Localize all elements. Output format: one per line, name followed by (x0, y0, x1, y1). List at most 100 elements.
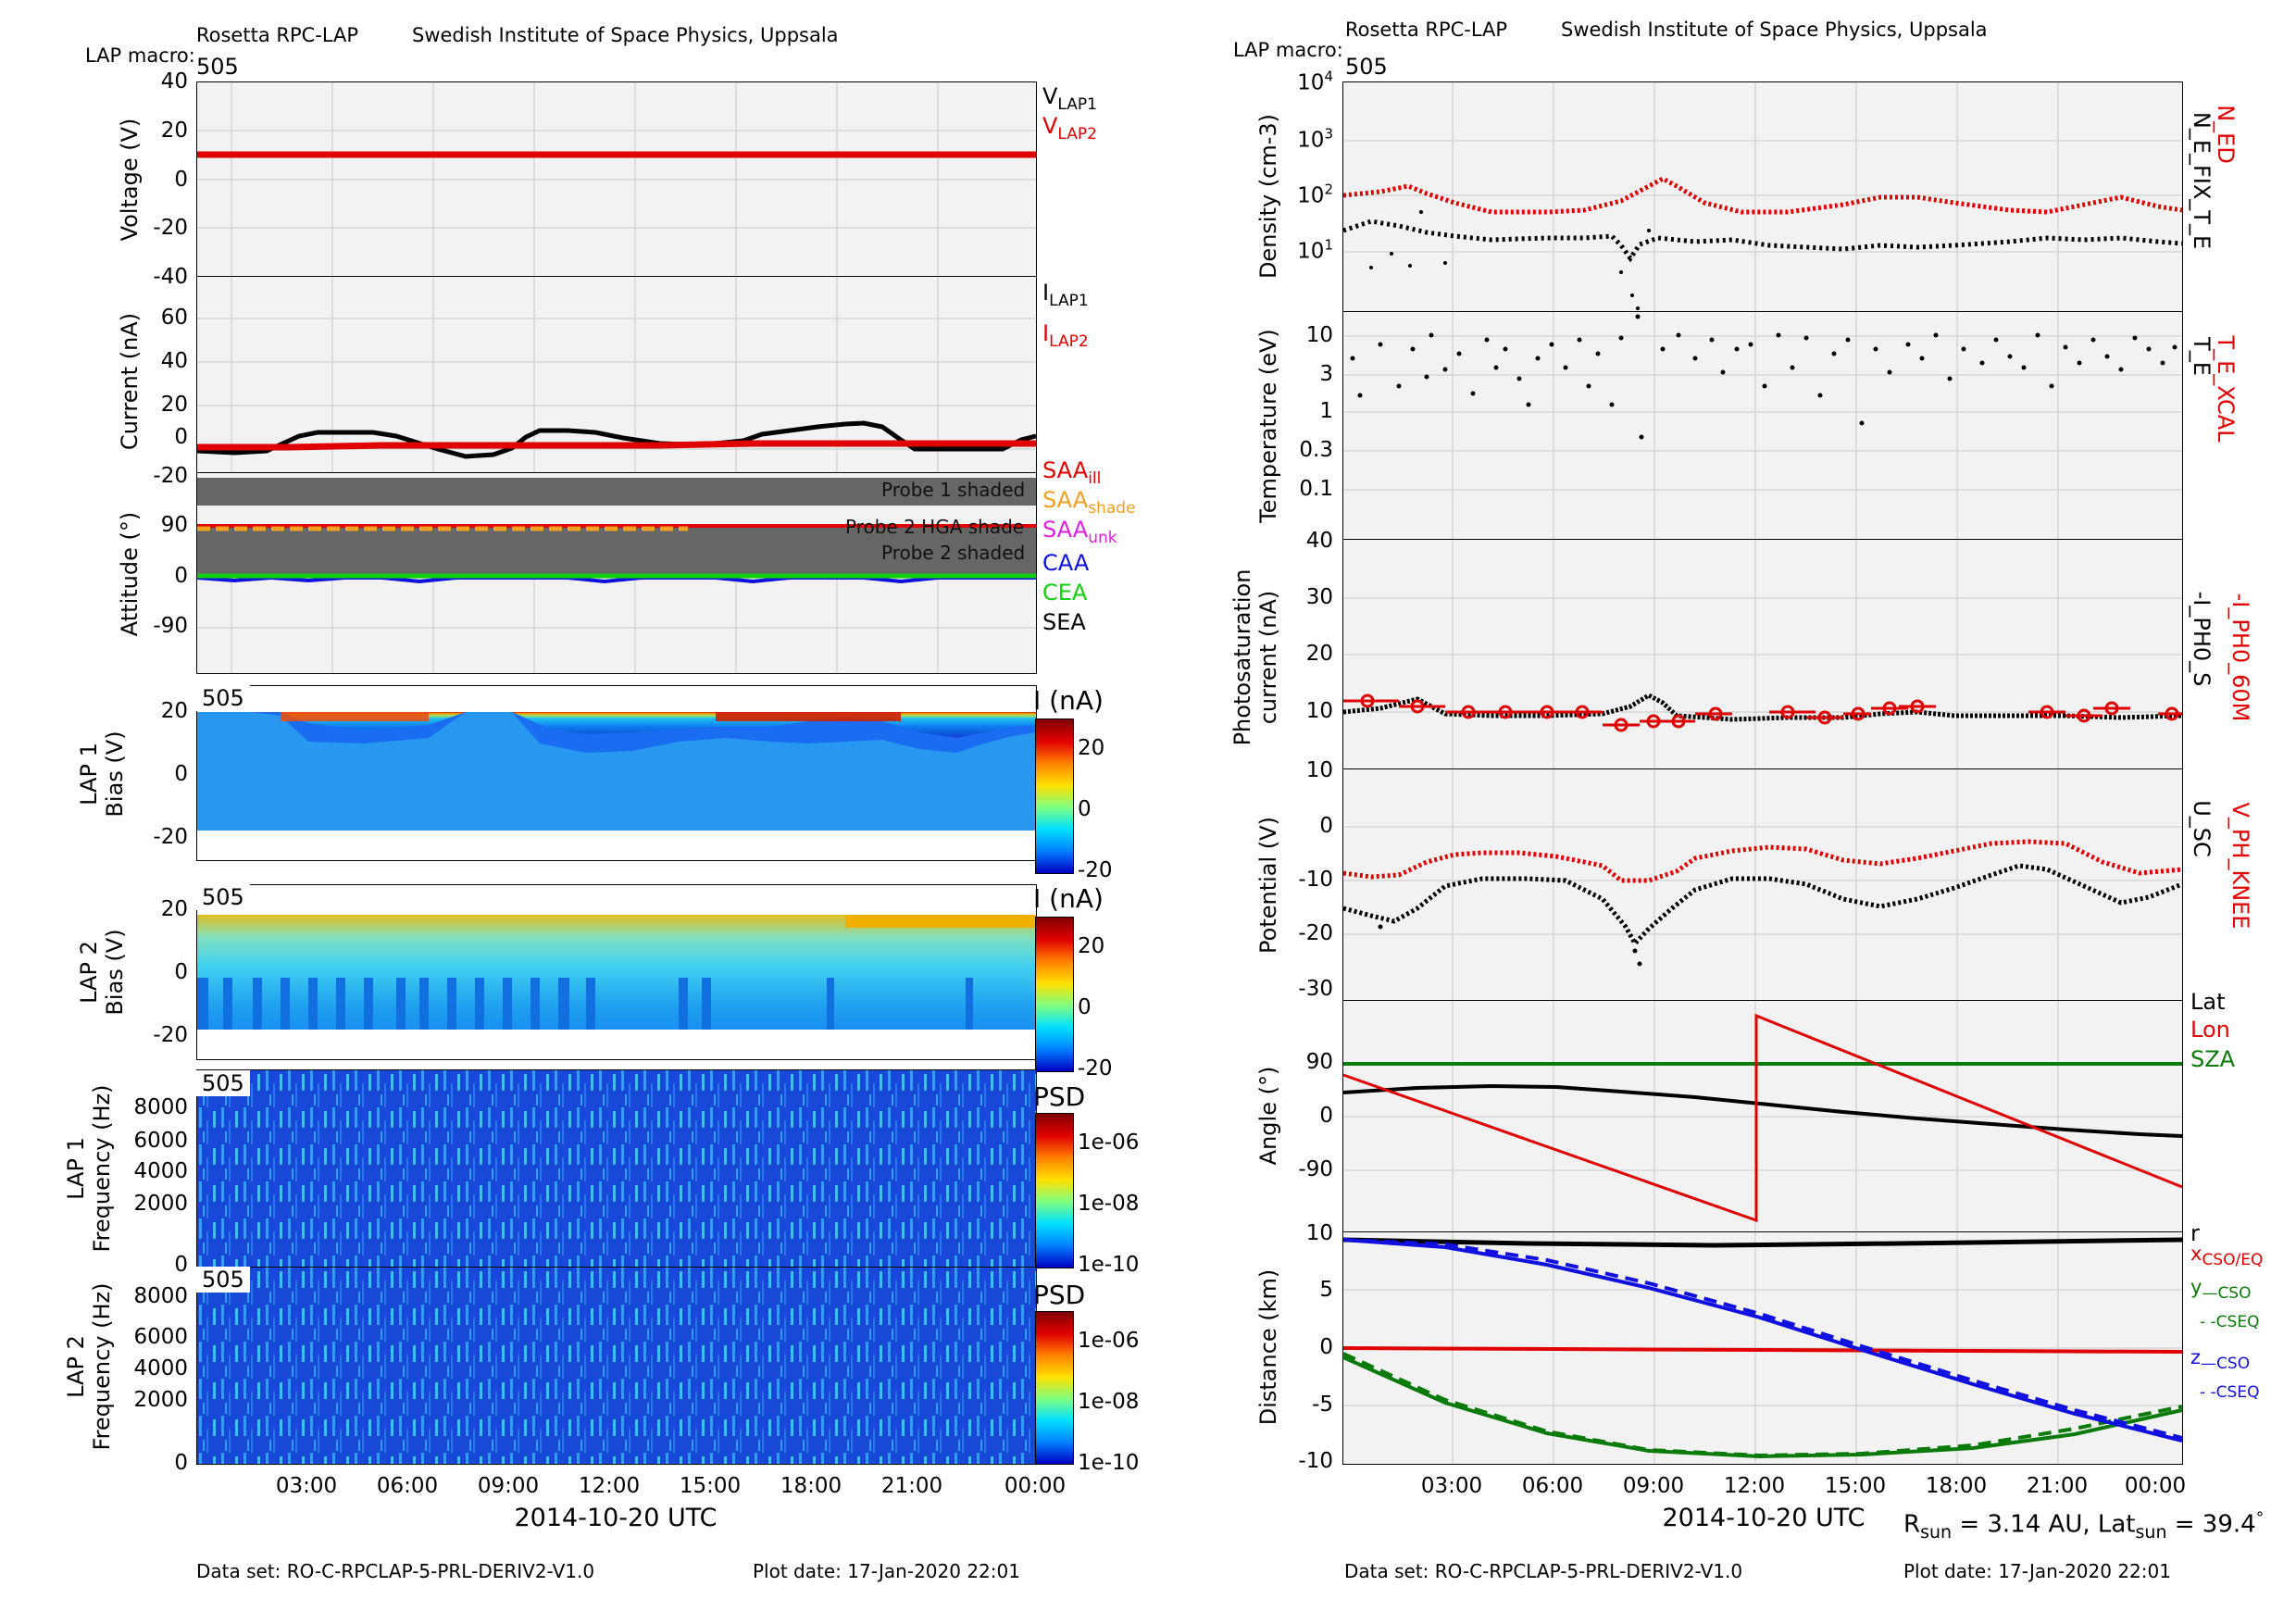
right-dataset: Data set: RO-C-RPCLAP-5-PRL-DERIV2-V1.0 (1344, 1560, 1743, 1582)
right-plot-date: Plot date: 17-Jan-2020 22:01 (1903, 1560, 2171, 1582)
current-plot (196, 277, 1037, 473)
angle-legend-sza: SZA (2190, 1046, 2236, 1072)
voltage-legend-v2: VLAP2 (1042, 113, 1097, 144)
photo-ytick: 20 (1305, 642, 1333, 666)
distance-panel (1342, 1231, 2183, 1465)
angle-legend-lat: Lat (2190, 989, 2226, 1015)
lap2-psd-cbar-title: PSD (1033, 1280, 1086, 1310)
lap2-bias-spectrogram (197, 915, 1036, 1059)
caa-line (196, 575, 1036, 584)
photo-ytick: 30 (1305, 585, 1333, 609)
legend-caa: CAA (1042, 550, 1090, 576)
voltage-ytick: 40 (160, 69, 188, 94)
te-scatter (1350, 314, 2177, 440)
distance-legend-y: y—CSO (2190, 1276, 2252, 1304)
attitude-ytick: 0 (174, 564, 188, 588)
photo-plot (1342, 540, 2183, 769)
voltage-ytick: -20 (153, 216, 188, 240)
right-xlabel: 2014-10-20 UTC (1662, 1504, 1866, 1532)
lap1-psd-cbar-title: PSD (1033, 1081, 1086, 1112)
lap1-bias-ytick: -20 (153, 825, 188, 849)
attitude-ylabel: Attitude (°) (117, 511, 143, 637)
current-ytick: 0 (174, 425, 188, 449)
voltage-panel (196, 81, 1037, 278)
current-panel (196, 276, 1037, 474)
legend-saa-unk: SAAunk (1042, 517, 1117, 547)
right-xtick: 15:00 (1824, 1474, 1887, 1498)
lap1-bias-ytick: 20 (160, 699, 188, 723)
temperature-ylabel: Temperature (eV) (1255, 329, 1281, 523)
temperature-rlabel-xcal: T_E_XCAL (2213, 335, 2239, 443)
institute-title-right: Swedish Institute of Space Physics, Upps… (1561, 19, 1988, 41)
potential-plot (1342, 769, 2183, 1001)
distance-legend-z: z—CSO (2190, 1346, 2251, 1374)
lap1-bias-panel (196, 685, 1037, 861)
lap2-psd-cbar-tick: 1e-08 (1078, 1390, 1140, 1414)
lap1-psd-ytick: 0 (174, 1253, 188, 1277)
angle-ytick: 0 (1319, 1104, 1333, 1128)
temperature-ytick: 0.3 (1299, 438, 1333, 462)
potential-ytick: 0 (1319, 814, 1333, 838)
voltage-ylabel: Voltage (V) (117, 118, 143, 242)
distance-ytick: 5 (1319, 1278, 1333, 1302)
legend-sea: SEA (1042, 609, 1086, 635)
distance-legend-z-cseq: - -CSEQ (2200, 1383, 2260, 1402)
left-xtick: 15:00 (679, 1474, 742, 1498)
lon-line (1342, 1013, 2183, 1223)
photo-ytick: 40 (1305, 529, 1333, 553)
lap2-bias-ytick: 20 (160, 897, 188, 921)
attitude-plot (196, 478, 1036, 673)
lap2-psd-colorbar (1035, 1311, 1074, 1465)
lap2-psd-ytick: 6000 (133, 1325, 188, 1349)
iph0-60m-series (1343, 693, 2182, 732)
current-ytick: 40 (160, 349, 188, 373)
legend-saa-ill: SAAill (1042, 457, 1102, 488)
distance-plot (1342, 1232, 2183, 1464)
potential-rlabel-usc: U_SC (2189, 800, 2215, 857)
legend-saa-shade: SAAshade (1042, 487, 1136, 518)
z-cso-line (1342, 1238, 2183, 1443)
right-xtick: 00:00 (2124, 1474, 2187, 1498)
lap2-bias-cbar-tick: -20 (1078, 1056, 1113, 1081)
distance-ytick: -5 (1312, 1393, 1333, 1417)
lap2-psd-macro: 505 (196, 1267, 250, 1293)
left-xtick: 00:00 (1004, 1474, 1067, 1498)
lap1-psd-ytick: 4000 (133, 1159, 188, 1183)
lap1-psd-cbar-tick: 1e-10 (1078, 1253, 1140, 1277)
lap1-bias-cbar-tick: -20 (1078, 858, 1113, 882)
density-rlabel-ned: N_ED (2213, 105, 2239, 164)
density-plot (1342, 82, 2183, 312)
legend-cea: CEA (1042, 580, 1088, 606)
distance-legend-y-cseq: - -CSEQ (2200, 1313, 2260, 1331)
photo-rlabel-60m: -I_PH0_60M (2227, 593, 2253, 722)
lap1-bias-ylabel: LAP 1 Bias (V) (76, 731, 128, 818)
left-xtick: 09:00 (477, 1474, 540, 1498)
potential-ytick: -20 (1298, 921, 1333, 945)
photo-rlabel-s: -I_PH0_S (2189, 591, 2215, 687)
density-ytick: 102 (1297, 181, 1333, 208)
lap1-psd-cbar-tick: 1e-08 (1078, 1192, 1140, 1216)
angle-ytick: 90 (1305, 1050, 1333, 1074)
left-xtick: 12:00 (578, 1474, 641, 1498)
probe2-hga-shade-label: Probe 2 HGA shade (845, 516, 1025, 538)
lap2-psd-cbar-tick: 1e-10 (1078, 1451, 1140, 1475)
probe2-shaded-label: Probe 2 shaded (881, 542, 1026, 564)
right-xtick: 18:00 (1925, 1474, 1988, 1498)
lap2-psd-panel (196, 1267, 1037, 1465)
lap1-bias-cbar-tick: 0 (1078, 797, 1092, 821)
current-ylabel: Current (nA) (117, 312, 143, 451)
temperature-ytick: 10 (1305, 323, 1333, 347)
institute-title: Swedish Institute of Space Physics, Upps… (412, 24, 839, 46)
current-ytick: -20 (153, 464, 188, 488)
lap2-psd-ylabel: LAP 2 Frequency (Hz) (63, 1282, 115, 1451)
density-ylabel: Density (cm-3) (1255, 113, 1281, 280)
lap2-bias-cbar-tick: 0 (1078, 995, 1092, 1019)
lap2-bias-colorbar (1035, 917, 1074, 1072)
lap1-psd-panel (196, 1069, 1037, 1268)
lap1-psd-ytick: 2000 (133, 1192, 188, 1216)
angle-panel (1342, 1000, 2183, 1233)
distance-ytick: 10 (1305, 1221, 1333, 1245)
v-ph-knee-series (1342, 839, 2183, 883)
lap1-bias-colorbar (1035, 718, 1074, 874)
lap2-psd-spectrogram (197, 1268, 1036, 1464)
